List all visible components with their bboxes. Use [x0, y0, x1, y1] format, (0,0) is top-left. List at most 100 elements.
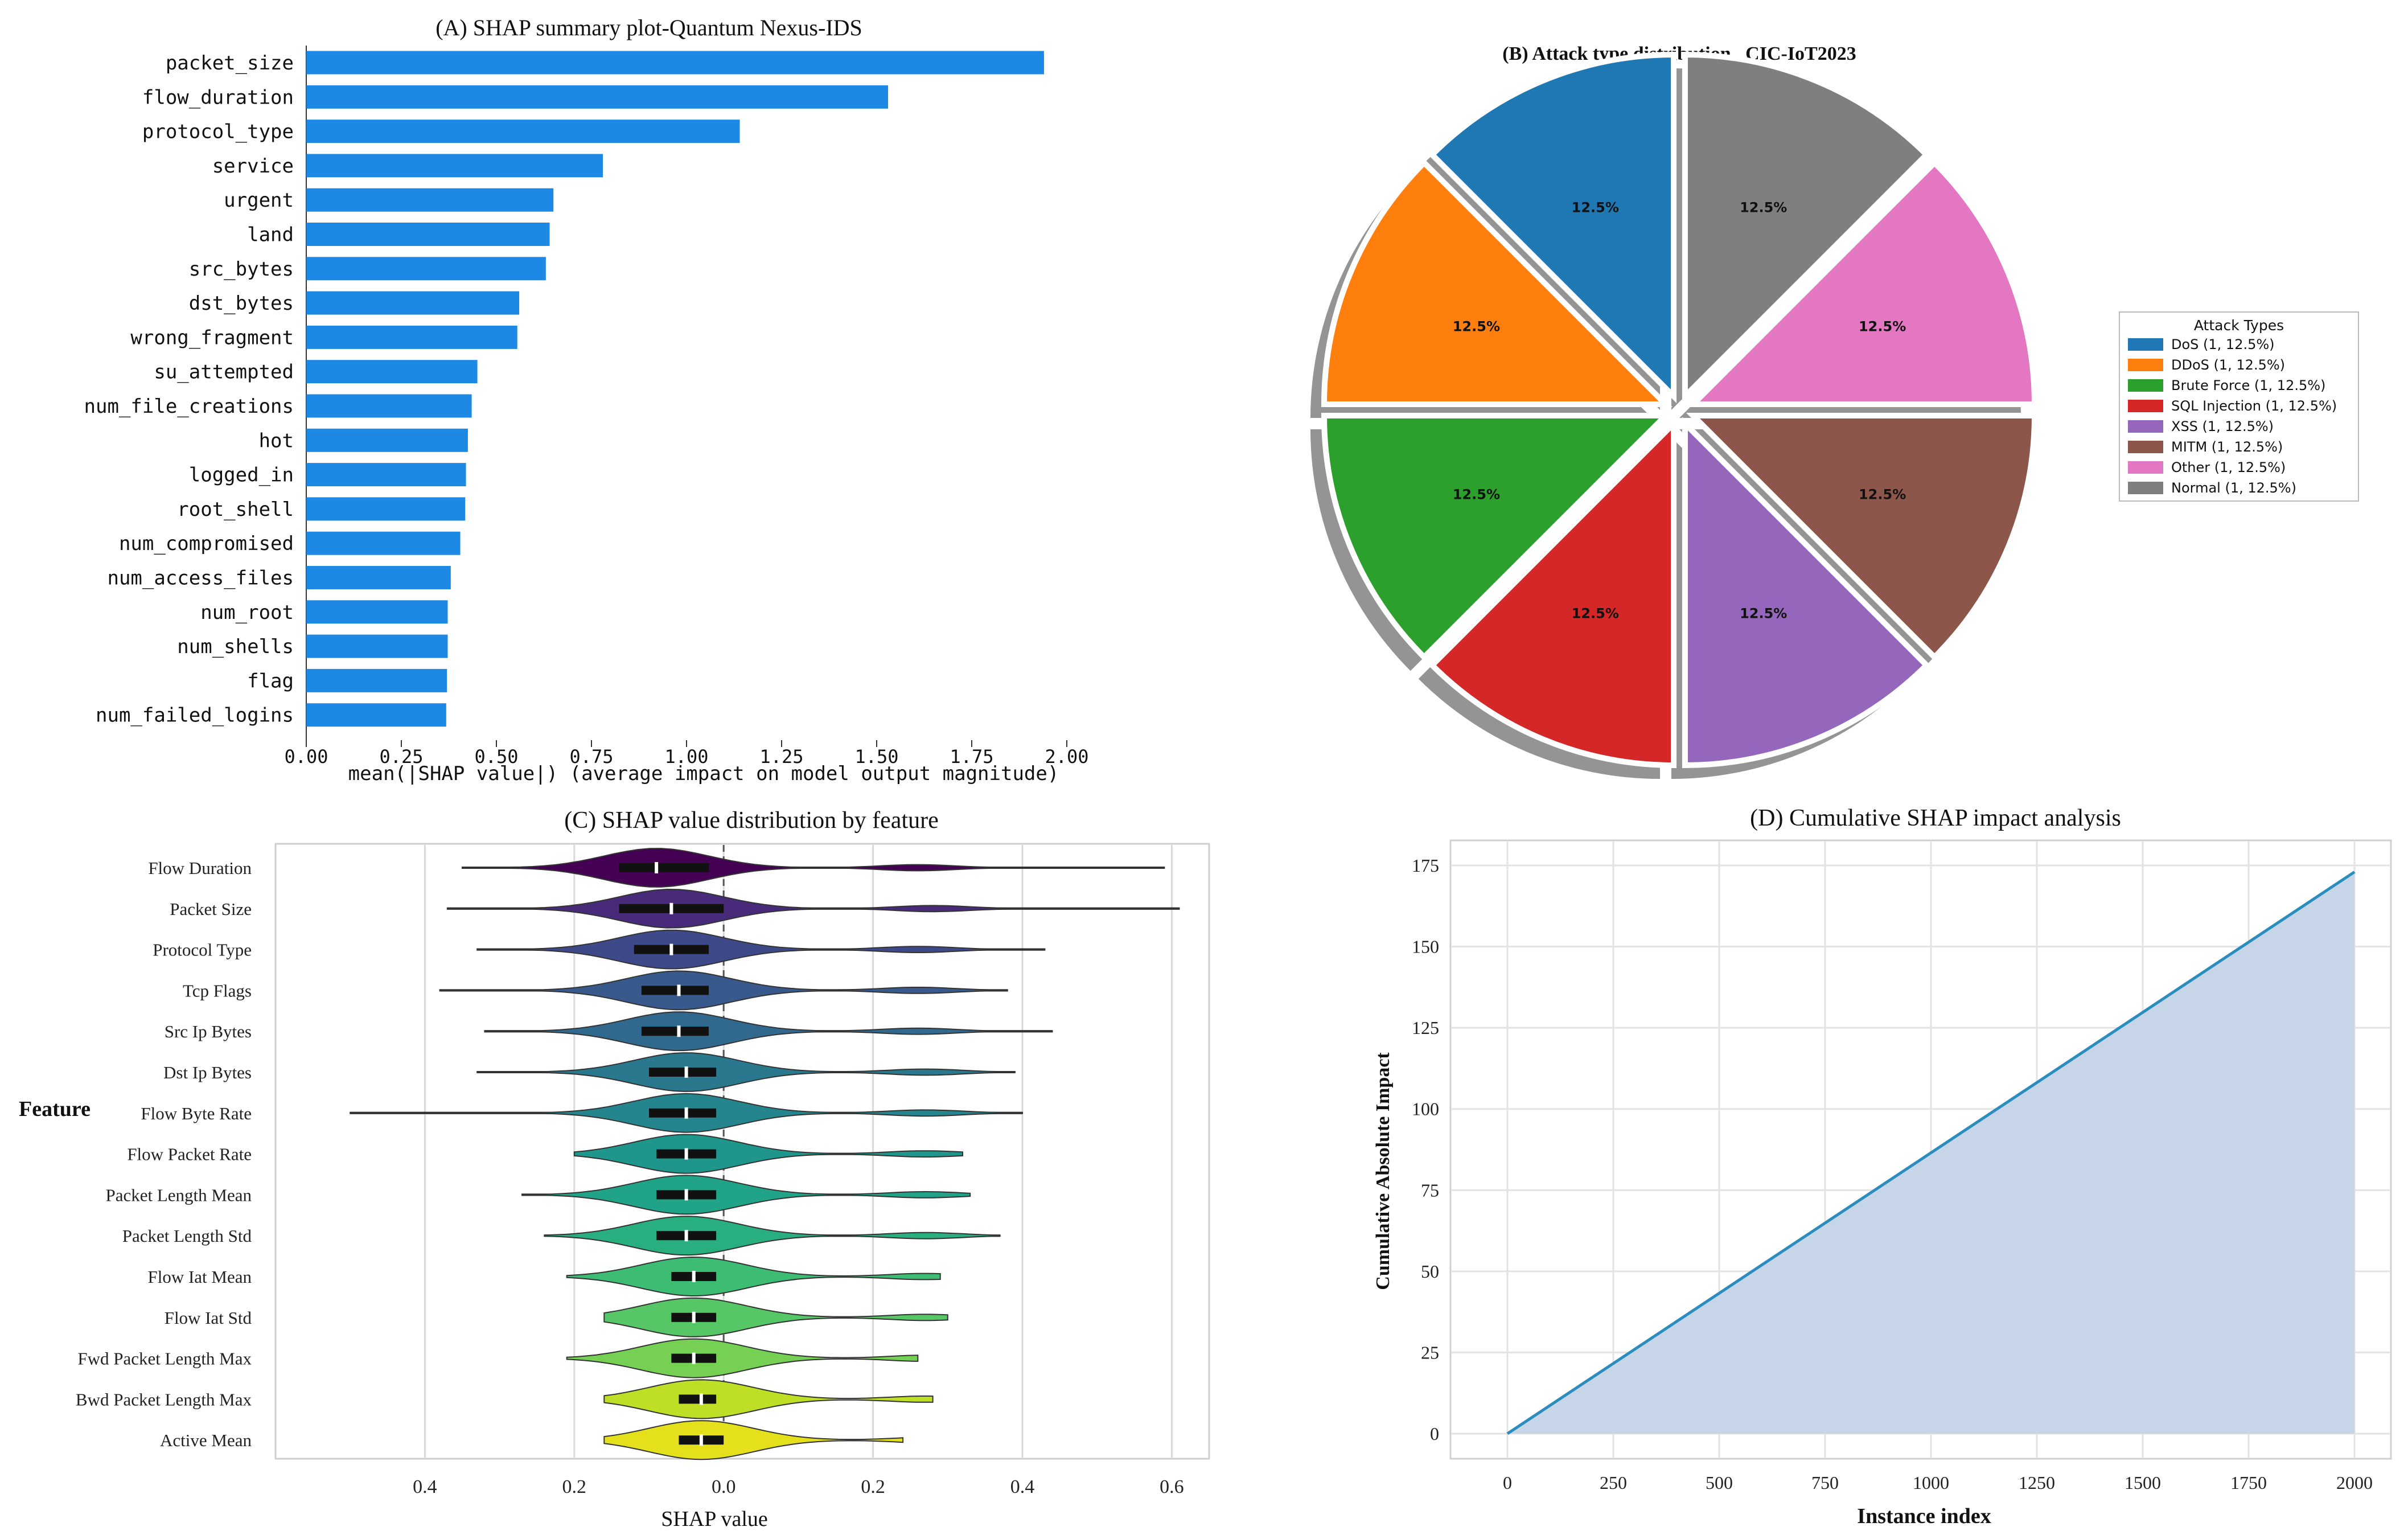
violin-median-marker: [692, 1311, 696, 1323]
legend-entry-mitm: MITM (1, 12.5%): [2171, 439, 2283, 455]
legend-entry-xss: XSS (1, 12.5%): [2171, 418, 2274, 434]
bar-logged-in: [306, 463, 466, 487]
chart-d-y-axis-label: Cumulative Absolute Impact: [1373, 1052, 1394, 1290]
violin-src-ip-bytes: [484, 1011, 1053, 1052]
y-tick-label: land: [247, 224, 294, 247]
bar-flag: [306, 668, 447, 692]
x-tick-label: 1750: [2230, 1472, 2267, 1493]
violin-protocol-type: [476, 929, 1046, 970]
bar-num-compromised: [306, 531, 461, 555]
y-tick-label: src_bytes: [189, 258, 294, 281]
violin-flow-iat-std: [603, 1297, 948, 1337]
y-tick-label: packet_size: [166, 52, 294, 75]
pie-legend: Attack Types DoS (1, 12.5%) DDoS (1, 12.5…: [2119, 311, 2359, 502]
x-tick-label: 1500: [2125, 1472, 2161, 1493]
chart-d-x-axis-label: Instance index: [1857, 1504, 1991, 1528]
slice-brute-force: [1321, 412, 1673, 662]
y-tick-label: wrong_fragment: [130, 326, 294, 349]
violin-body: [462, 848, 1165, 888]
bar-num-failed-logins: [306, 703, 446, 727]
violin-flow-byte-rate: [350, 1093, 1023, 1133]
feature-label: Flow Byte Rate: [141, 1103, 252, 1123]
chart-c-x-axis-label: SHAP value: [661, 1507, 768, 1531]
violin-median-marker: [699, 1434, 703, 1446]
feature-label: Bwd Packet Length Max: [76, 1389, 252, 1409]
violin-body: [484, 1011, 1053, 1052]
violin-body: [476, 929, 1046, 970]
slice-percent-label: 12.5%: [1453, 318, 1500, 334]
legend-swatch-mitm: [2128, 441, 2163, 453]
violin-iqr-box: [641, 1027, 709, 1036]
y-tick-label: 125: [1412, 1017, 1439, 1038]
violin-flow-packet-rate: [573, 1134, 963, 1174]
violin-median-marker: [692, 1352, 696, 1364]
y-tick-label: num_shells: [177, 635, 294, 658]
legend-swatch-sql-injection: [2128, 400, 2163, 412]
violin-bwd-packet-length-max: [603, 1379, 934, 1419]
violin-iqr-box: [649, 1108, 717, 1118]
legend-swatch-ddos: [2128, 359, 2163, 371]
bar-protocol-type: [306, 120, 740, 143]
feature-label: Tcp Flags: [183, 980, 252, 1000]
legend-entry-ddos: DDoS (1, 12.5%): [2171, 357, 2285, 373]
y-tick-label: hot: [259, 429, 294, 452]
chart-d-title: (D) Cumulative SHAP impact analysis: [1750, 805, 2121, 831]
violin-median-marker: [655, 862, 659, 873]
violin-body: [603, 1297, 948, 1337]
x-tick-label: 0.50: [474, 746, 518, 768]
violin-body: [573, 1134, 963, 1174]
violin-median-marker: [684, 1066, 688, 1078]
legend-entry-other: Other (1, 12.5%): [2171, 459, 2286, 475]
y-tick-label: 150: [1412, 937, 1439, 957]
bar-flow-duration: [306, 85, 889, 109]
y-tick-label: service: [212, 155, 294, 178]
chart-a-x-axis-label: mean(|SHAP value|) (average impact on mo…: [348, 762, 1059, 785]
bar-service: [306, 154, 603, 178]
violin-iqr-box: [619, 863, 709, 872]
feature-label: Dst Ip Bytes: [163, 1062, 252, 1082]
bar-wrong-fragment: [306, 325, 517, 349]
slice-xss: [1682, 416, 1931, 769]
violin-active-mean: [603, 1420, 904, 1460]
feature-label: Src Ip Bytes: [165, 1021, 252, 1041]
y-tick-label: flag: [247, 670, 294, 692]
y-tick-label: 75: [1421, 1180, 1439, 1200]
violin-median-marker: [699, 1393, 703, 1405]
violin-median-marker: [669, 902, 673, 914]
y-tick-label: dst_bytes: [189, 292, 294, 315]
x-tick-label: 1250: [2019, 1472, 2055, 1493]
y-tick-label: 25: [1421, 1342, 1439, 1362]
legend-entry-brute-force: Brute Force (1, 12.5%): [2171, 377, 2325, 393]
bar-num-root: [306, 600, 448, 624]
legend-swatch-normal: [2128, 482, 2163, 494]
x-tick-label: 2.00: [1045, 746, 1088, 768]
slice-sql-injection: [1428, 416, 1677, 769]
bar-num-shells: [306, 634, 448, 658]
chart-c-y-axis-label: Feature: [19, 1097, 91, 1121]
feature-label: Flow Iat Std: [165, 1308, 252, 1328]
violin-flow-duration: [462, 848, 1165, 888]
violin-packet-length-std: [544, 1216, 1001, 1256]
cumulative-impact-line: [1506, 871, 2356, 1435]
legend-entry-sql-injection: SQL Injection (1, 12.5%): [2171, 398, 2337, 414]
legend-title: Attack Types: [2194, 317, 2284, 334]
feature-label: Packet Length Mean: [105, 1185, 252, 1205]
slice-dos: [1428, 51, 1677, 404]
x-tick-label: 1.75: [950, 746, 993, 768]
violin-iqr-box: [641, 986, 709, 995]
feature-label: Packet Size: [170, 899, 252, 919]
violin-body: [566, 1256, 941, 1297]
bar-num-file-creations: [306, 394, 472, 418]
x-tick-label: 1000: [1913, 1472, 1949, 1493]
slice-percent-label: 12.5%: [1572, 199, 1619, 215]
violin-body: [439, 970, 1008, 1011]
violin-median-marker: [684, 1189, 688, 1201]
violin-body: [521, 1175, 971, 1215]
y-tick-label: 0: [1430, 1423, 1439, 1444]
violin-iqr-box: [679, 1394, 717, 1404]
y-tick-label: num_root: [200, 601, 294, 624]
slice-percent-label: 12.5%: [1859, 318, 1906, 334]
x-tick-label: 0.4: [1010, 1476, 1035, 1497]
violin-body: [544, 1216, 1001, 1256]
violin-fwd-packet-length-max: [566, 1338, 919, 1378]
